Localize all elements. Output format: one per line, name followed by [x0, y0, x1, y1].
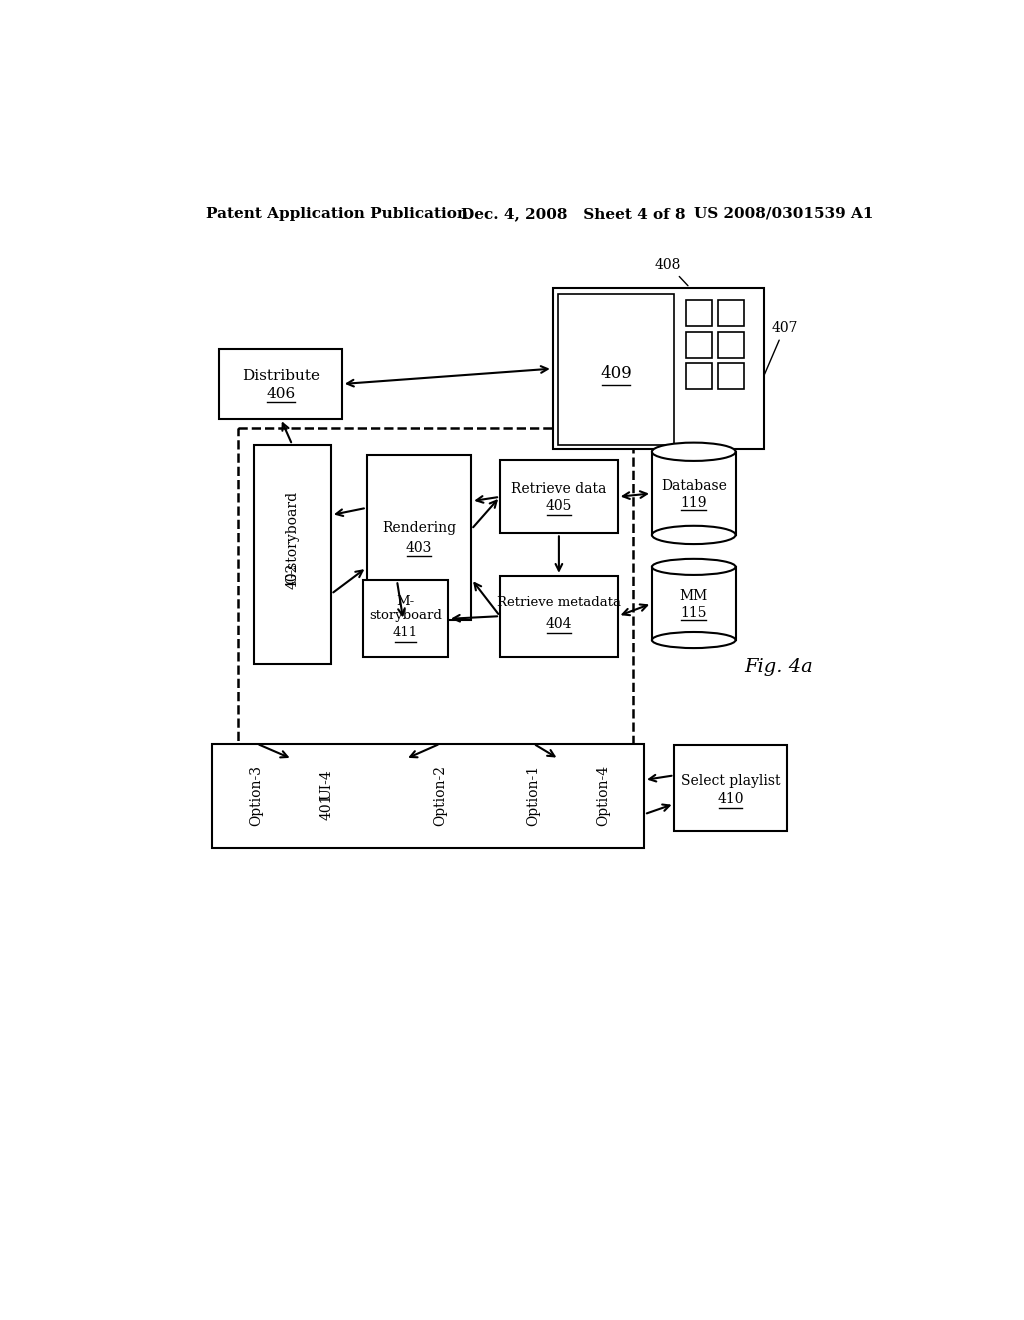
Text: Patent Application Publication: Patent Application Publication: [206, 207, 468, 220]
Text: Option-1: Option-1: [526, 766, 541, 826]
Text: US 2008/0301539 A1: US 2008/0301539 A1: [693, 207, 873, 220]
Bar: [500, 461, 617, 533]
Ellipse shape: [652, 525, 735, 544]
Bar: [367, 455, 471, 620]
Text: 119: 119: [681, 495, 707, 510]
Text: 410: 410: [718, 792, 743, 807]
Text: 405: 405: [546, 499, 572, 513]
Bar: [686, 363, 713, 389]
Bar: [238, 428, 633, 759]
Text: 406: 406: [266, 387, 295, 401]
Bar: [219, 350, 342, 418]
Text: UI-4: UI-4: [319, 770, 334, 800]
Text: 411: 411: [393, 626, 418, 639]
Bar: [652, 451, 735, 535]
Bar: [254, 445, 331, 664]
Text: 401: 401: [319, 793, 334, 820]
Ellipse shape: [652, 442, 735, 461]
Text: Retrieve data: Retrieve data: [511, 482, 606, 496]
Text: 408: 408: [655, 257, 688, 285]
Text: Option-4: Option-4: [596, 766, 610, 826]
Text: Distribute: Distribute: [242, 370, 319, 383]
Bar: [675, 744, 786, 832]
Ellipse shape: [652, 558, 735, 576]
Text: Dec. 4, 2008   Sheet 4 of 8: Dec. 4, 2008 Sheet 4 of 8: [461, 207, 686, 220]
Text: Retrieve metadata: Retrieve metadata: [497, 595, 621, 609]
Text: Select playlist: Select playlist: [681, 774, 780, 788]
Text: 115: 115: [681, 606, 707, 619]
Bar: [652, 566, 735, 640]
Bar: [718, 331, 744, 358]
Text: M-: M-: [396, 595, 415, 609]
Bar: [500, 576, 617, 656]
Bar: [718, 363, 744, 389]
Bar: [212, 743, 644, 847]
Bar: [553, 288, 764, 449]
Text: G-storyboard: G-storyboard: [286, 491, 299, 585]
Bar: [686, 300, 713, 326]
Text: Rendering: Rendering: [382, 521, 456, 536]
Text: 404: 404: [546, 616, 572, 631]
Text: 409: 409: [600, 364, 632, 381]
Text: storyboard: storyboard: [369, 609, 442, 622]
Text: Option-2: Option-2: [433, 766, 447, 826]
Text: 407: 407: [765, 321, 798, 374]
Text: 402: 402: [286, 562, 299, 589]
Text: MM: MM: [680, 589, 708, 603]
Bar: [362, 581, 449, 657]
Bar: [686, 331, 713, 358]
Text: Option-3: Option-3: [250, 766, 263, 826]
Ellipse shape: [652, 632, 735, 648]
Text: 403: 403: [406, 541, 432, 554]
Bar: [718, 300, 744, 326]
Text: Fig. 4a: Fig. 4a: [744, 657, 813, 676]
Bar: [558, 294, 675, 445]
Text: Database: Database: [660, 479, 727, 492]
